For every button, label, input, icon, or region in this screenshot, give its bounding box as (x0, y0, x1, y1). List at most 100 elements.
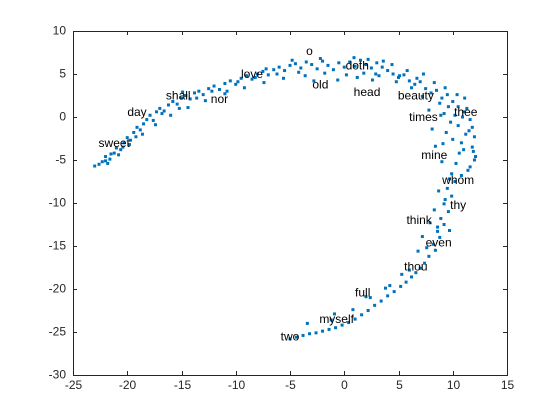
data-point (463, 96, 467, 100)
data-point (97, 162, 101, 166)
data-point (431, 242, 435, 246)
data-point (104, 155, 108, 159)
data-point (471, 149, 475, 153)
data-point (427, 254, 431, 258)
data-point (334, 326, 338, 330)
data-point (414, 271, 418, 275)
data-point (186, 106, 190, 110)
data-point (470, 145, 474, 149)
data-point (323, 71, 327, 75)
data-point (410, 275, 414, 279)
data-point (439, 216, 443, 220)
data-point (474, 155, 478, 159)
data-point (145, 118, 149, 122)
data-point (375, 61, 379, 65)
data-point (210, 89, 214, 93)
data-point (445, 186, 449, 190)
data-point (450, 194, 454, 198)
data-point (450, 172, 454, 176)
data-point (440, 96, 444, 100)
data-point (467, 129, 471, 133)
data-point (415, 76, 419, 80)
word-label: doth (346, 58, 369, 72)
data-point (148, 113, 152, 117)
data-point (305, 321, 309, 325)
data-point (108, 157, 112, 161)
data-point (453, 113, 457, 117)
data-point (427, 108, 431, 112)
word-label: mine (421, 148, 447, 162)
data-point (441, 142, 445, 146)
data-point (264, 67, 268, 71)
y-tick-label: 5 (59, 67, 66, 81)
data-point (352, 56, 356, 60)
data-point (138, 128, 142, 132)
data-point (461, 115, 465, 119)
data-point (127, 143, 131, 147)
data-point (407, 268, 411, 272)
data-point (234, 82, 238, 86)
data-point (407, 79, 411, 83)
axes-box (73, 31, 508, 376)
data-point (425, 246, 429, 250)
data-point (344, 73, 348, 77)
data-point (443, 86, 447, 90)
data-point (175, 102, 179, 106)
data-point (327, 327, 331, 331)
data-point (468, 118, 472, 122)
data-point (444, 130, 448, 134)
x-tick-label: -20 (119, 378, 137, 392)
data-point (114, 146, 118, 150)
data-point (430, 127, 434, 131)
data-point (432, 208, 436, 212)
data-point (381, 59, 385, 63)
data-point (442, 112, 446, 116)
data-point (468, 165, 472, 169)
data-point (456, 105, 460, 109)
data-point (140, 132, 144, 136)
data-point (432, 81, 436, 85)
data-point (454, 161, 458, 165)
data-point (288, 63, 292, 67)
word-label: day (127, 105, 146, 119)
data-point (261, 69, 265, 73)
data-point (347, 321, 351, 325)
data-point (225, 89, 229, 93)
word-label: thy (450, 198, 466, 212)
data-point (129, 138, 132, 142)
data-point (351, 308, 355, 312)
word-label: love (241, 67, 263, 81)
data-point (253, 75, 257, 79)
data-point (255, 72, 259, 76)
data-point (353, 64, 357, 68)
data-point (472, 135, 476, 139)
data-point (348, 60, 352, 64)
data-point (151, 118, 155, 122)
word-label: thou (404, 260, 427, 274)
word-label: think (406, 213, 432, 227)
data-point (203, 99, 207, 103)
data-point (423, 261, 427, 265)
data-point (418, 266, 422, 270)
word-label: whom (441, 173, 474, 187)
data-points (93, 56, 478, 341)
data-point (155, 110, 159, 114)
data-point (433, 248, 437, 252)
data-point (188, 97, 192, 101)
data-point (212, 84, 216, 88)
data-point (442, 202, 446, 206)
data-point (331, 68, 335, 72)
x-tick-label: -5 (285, 378, 296, 392)
y-tick-label: -30 (49, 368, 67, 382)
word-label: o (306, 44, 313, 58)
data-point (228, 79, 232, 83)
data-point (104, 159, 108, 163)
data-point (93, 164, 97, 168)
data-point (332, 312, 336, 316)
data-point (106, 161, 110, 165)
x-tick-label: 5 (396, 378, 403, 392)
data-point (421, 72, 425, 76)
data-point (386, 294, 390, 298)
data-point (448, 229, 451, 233)
data-point (451, 100, 455, 104)
